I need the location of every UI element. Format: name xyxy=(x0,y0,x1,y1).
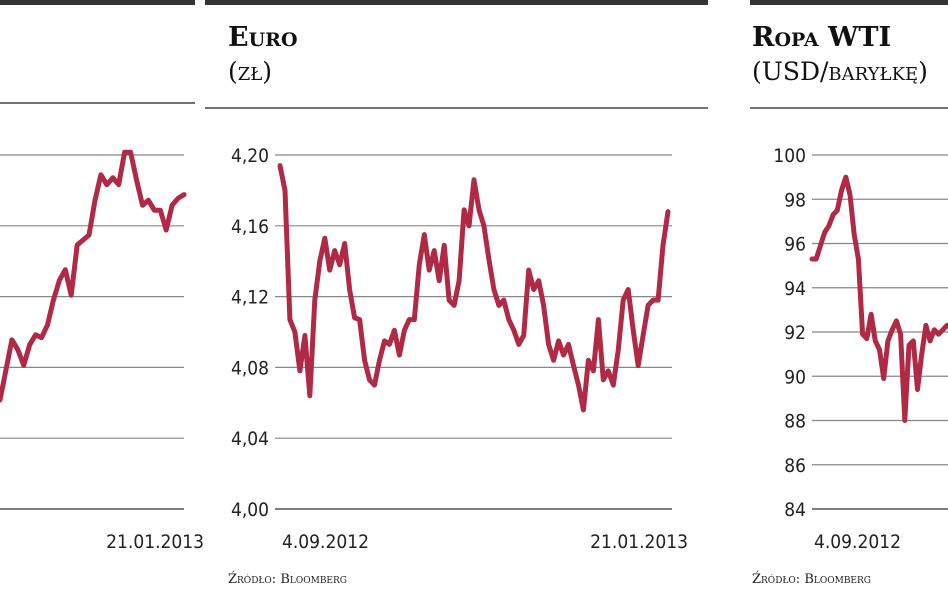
panel-title: Euro xyxy=(228,22,298,53)
top-bar xyxy=(750,0,948,5)
y-tick-label: 4,16 xyxy=(231,216,269,238)
source: Źródło: Bloomberg xyxy=(752,571,871,587)
panel-subtitle: (zł) xyxy=(228,57,272,86)
y-tick-label: 90 xyxy=(784,366,806,388)
y-tick-label: 4,00 xyxy=(231,499,269,521)
x-tick-label: 21.01.2013 xyxy=(106,531,204,553)
y-tick-label: 86 xyxy=(784,455,806,477)
y-tick-label: 4,04 xyxy=(231,428,269,450)
source: Źródło: Bloomberg xyxy=(228,571,347,587)
data-line xyxy=(809,174,948,423)
y-tick-label: 4,20 xyxy=(231,145,269,167)
top-bar xyxy=(205,0,708,5)
y-tick-label: 84 xyxy=(784,499,806,521)
y-tick-label: 4,12 xyxy=(231,287,269,309)
panel-subtitle: (USD/baryłkę) xyxy=(752,57,928,86)
data-line xyxy=(0,149,187,403)
x-tick-label: 21.01.2013 xyxy=(590,531,688,553)
panel-title: Ropa WTI xyxy=(752,22,891,53)
y-tick-label: 98 xyxy=(784,189,806,211)
y-tick-label: 88 xyxy=(784,411,806,433)
top-bar xyxy=(0,0,195,5)
y-tick-label: 100 xyxy=(773,145,806,167)
x-tick-label: 4.09.2012 xyxy=(814,531,901,553)
y-tick-label: 94 xyxy=(784,278,806,300)
y-tick-label: 4,08 xyxy=(231,357,269,379)
x-tick-label: 4.09.2012 xyxy=(282,531,369,553)
data-line xyxy=(277,163,671,413)
y-tick-label: 96 xyxy=(784,234,806,256)
y-tick-label: 92 xyxy=(784,322,806,344)
